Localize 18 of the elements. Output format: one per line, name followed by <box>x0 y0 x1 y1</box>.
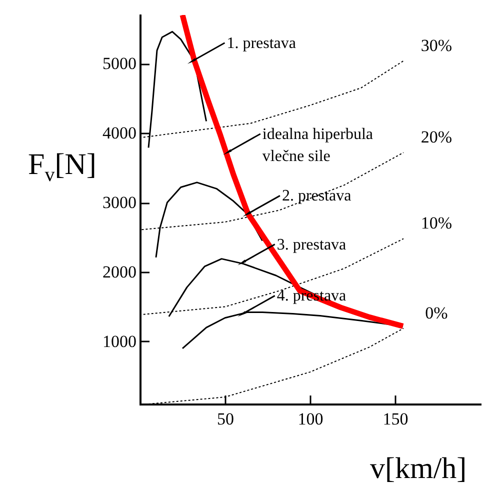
y-axis-title: F$_{v}$[N] <box>28 148 96 187</box>
series-label: 0% <box>425 303 448 322</box>
x-tick-label: 150 <box>382 410 408 428</box>
y-tick-label: 3000 <box>102 193 136 212</box>
x-tick-label: 50 <box>217 410 234 428</box>
annotation: 2. prestava <box>282 188 352 205</box>
annotation: 1. prestava <box>226 34 296 52</box>
x-tick-label: 100 <box>298 410 324 428</box>
annotation: 3. prestava <box>276 236 346 254</box>
y-tick-label: 1000 <box>102 332 136 351</box>
y-tick-label: 5000 <box>102 54 136 74</box>
y-tick-label: 4000 <box>102 124 136 143</box>
y-tick-label: 2000 <box>102 262 136 282</box>
series-label: 10% <box>420 214 452 233</box>
series-label: 30% <box>420 36 452 55</box>
x-axis-title: v[km/h] <box>370 452 467 486</box>
annotation: idealna hiperbula vlečne sile <box>262 126 374 165</box>
series-label: 20% <box>420 128 452 147</box>
